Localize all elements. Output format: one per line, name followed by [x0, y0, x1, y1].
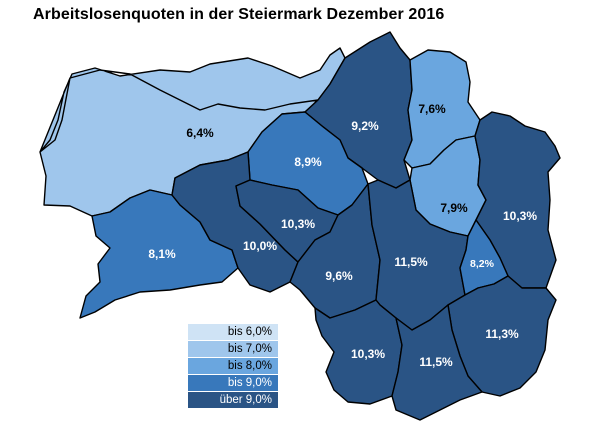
- label-region-2: 7,6%: [418, 102, 446, 116]
- label-region-0: 6,4%: [186, 126, 214, 140]
- label-region-8: 10,3%: [281, 217, 315, 231]
- label-region-5: 10,3%: [503, 209, 537, 223]
- legend: bis 6,0% bis 7,0% bis 8,0% bis 9,0% über…: [188, 324, 278, 409]
- legend-item-2: bis 7,0%: [188, 341, 278, 357]
- legend-item-1: bis 6,0%: [188, 324, 278, 340]
- label-region-3: 8,9%: [294, 155, 322, 169]
- label-region-13: 10,3%: [351, 347, 385, 361]
- map-title: Arbeitslosenquoten in der Steiermark Dez…: [33, 6, 445, 23]
- legend-item-5: über 9,0%: [188, 392, 278, 408]
- label-region-11: 8,2%: [470, 258, 495, 270]
- label-region-10: 11,5%: [394, 255, 428, 269]
- label-region-1: 9,2%: [351, 119, 379, 133]
- legend-item-3: bis 8,0%: [188, 358, 278, 374]
- legend-item-4: bis 9,0%: [188, 375, 278, 391]
- region-6[interactable]: [79, 189, 239, 319]
- label-region-6: 8,1%: [148, 247, 176, 261]
- region-5[interactable]: [474, 111, 561, 289]
- label-region-9: 9,6%: [325, 269, 353, 283]
- label-region-12: 11,3%: [485, 327, 519, 341]
- label-region-14: 11,5%: [419, 355, 453, 369]
- label-region-7: 10,0%: [243, 239, 277, 253]
- region-14[interactable]: [391, 304, 483, 421]
- label-region-4: 7,9%: [440, 201, 468, 215]
